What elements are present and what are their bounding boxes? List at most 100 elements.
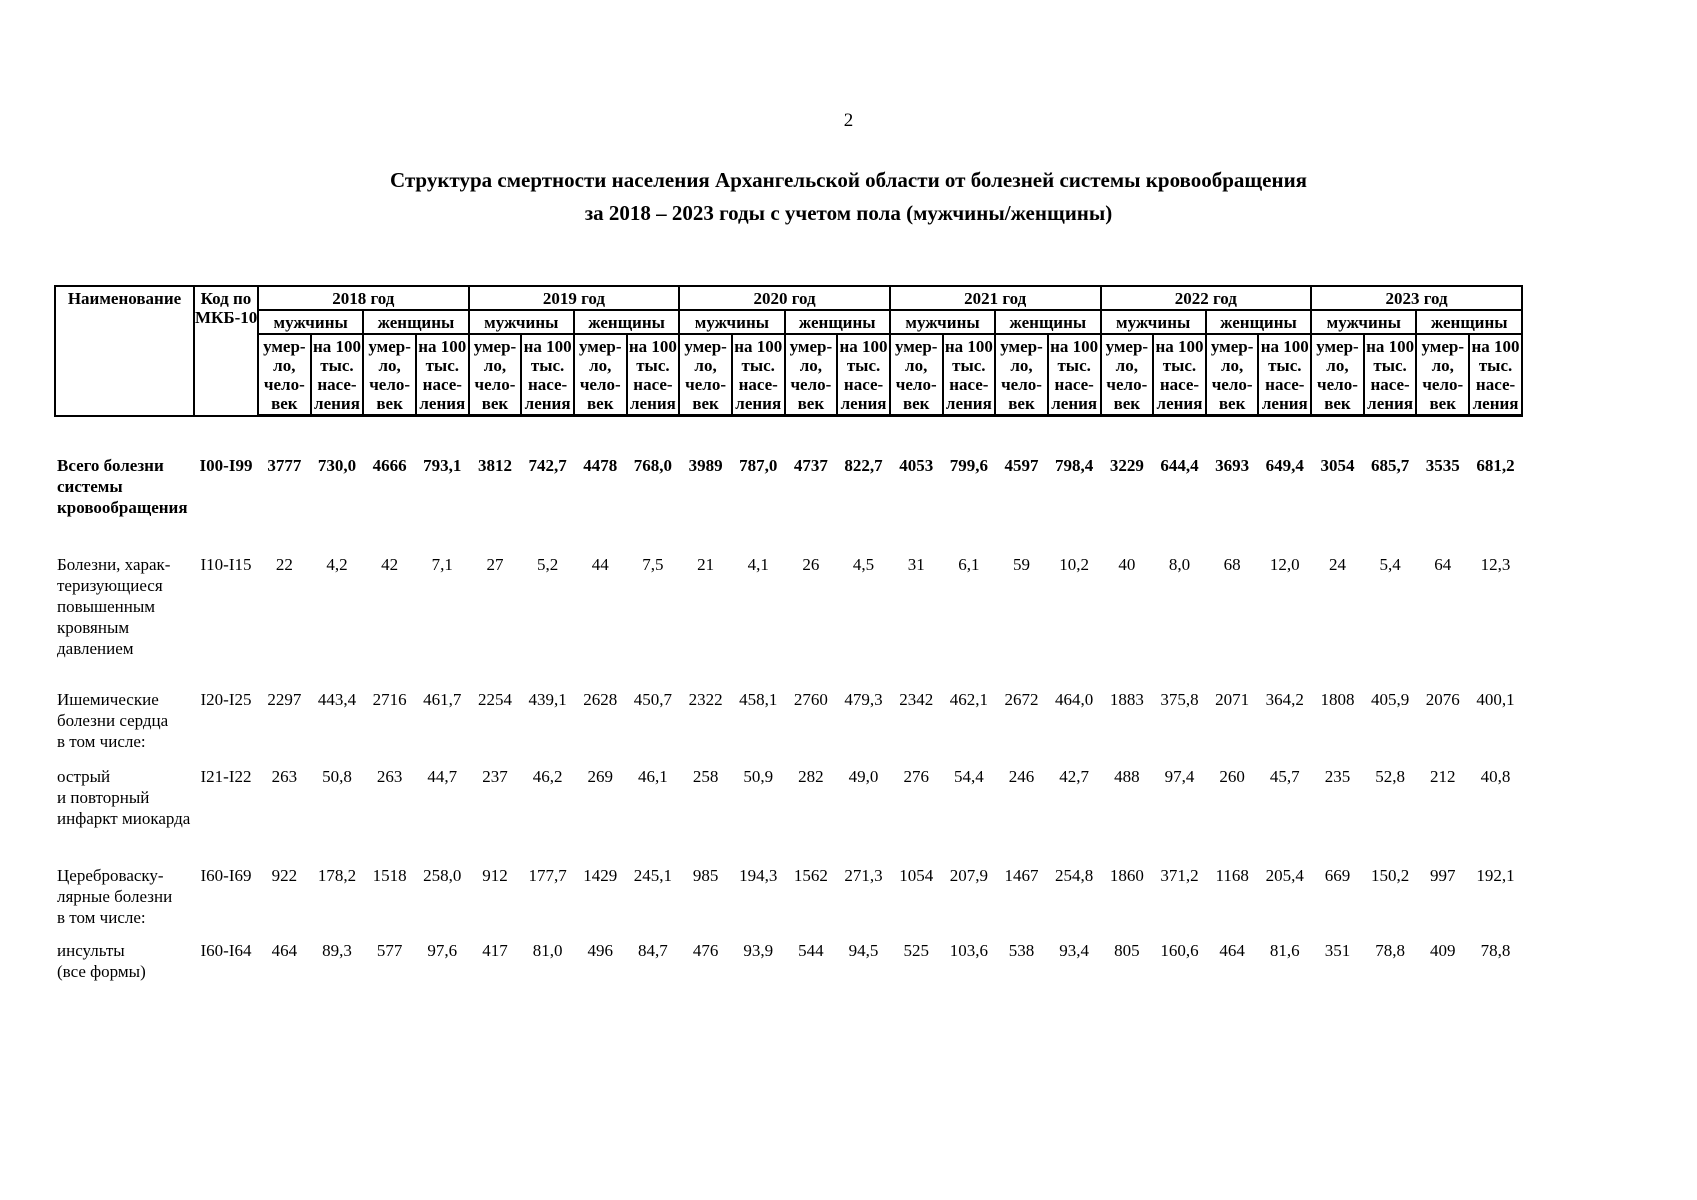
header-metric: на 100 тыс. насе- ления <box>730 333 786 417</box>
header-sex: мужчины <box>1310 309 1418 335</box>
cell-value: 669 <box>1324 865 1351 885</box>
cell-value: 194,3 <box>739 865 778 885</box>
row-name: инсульты (все формы) <box>57 940 146 981</box>
row-code: I00-I99 <box>199 455 253 475</box>
cell-value: 3693 <box>1215 456 1250 475</box>
header-metric: на 100 тыс. насе- ления <box>625 333 681 417</box>
cell-value: 78,8 <box>1375 940 1405 960</box>
page-number: 2 <box>843 110 854 131</box>
header-sex: мужчины <box>467 309 575 335</box>
header-sex: мужчины <box>888 309 997 335</box>
cell-value: 1860 <box>1109 865 1144 885</box>
document-title: Структура смертности населения Архангель… <box>0 164 1697 230</box>
cell-value: 2672 <box>1004 689 1039 709</box>
cell-value: 922 <box>271 865 298 885</box>
cell-value: 81,6 <box>1269 940 1300 960</box>
header-sex: женщины <box>1415 309 1523 335</box>
header-metric: на 100 тыс. насе- ления <box>1046 333 1102 417</box>
cell-value: 12,0 <box>1269 554 1300 574</box>
row-name: Ишемические болезни сердца в том числе: <box>57 689 169 751</box>
cell-value: 3777 <box>267 456 302 475</box>
row-name: Всего болезни системы кровообращения <box>57 455 188 517</box>
cell-value: 6,1 <box>958 554 980 574</box>
cell-value: 3054 <box>1320 456 1355 475</box>
cell-value: 649,4 <box>1265 456 1304 475</box>
cell-value: 5,2 <box>536 554 559 574</box>
cell-value: 2716 <box>372 689 407 709</box>
cell-value: 2071 <box>1215 689 1250 709</box>
cell-value: 10,2 <box>1059 554 1090 574</box>
cell-value: 3989 <box>688 456 723 475</box>
cell-value: 4,1 <box>747 554 769 574</box>
cell-value: 42,7 <box>1059 766 1090 786</box>
cell-value: 464 <box>1219 940 1245 960</box>
header-sex: женщины <box>572 309 681 335</box>
cell-value: 912 <box>482 865 508 885</box>
table-row: острый и повторный инфаркт миокарда I21-I… <box>55 752 1522 829</box>
cell-value: 207,9 <box>949 865 988 885</box>
row-code: I21-I22 <box>200 766 252 786</box>
cell-value: 40,8 <box>1480 766 1511 786</box>
cell-value: 793,1 <box>423 456 462 475</box>
cell-value: 768,0 <box>633 456 673 475</box>
header-metric: умер- ло, чело- век <box>257 333 312 417</box>
table-row: Болезни, харак- теризующиеся повышенным … <box>55 518 1522 659</box>
cell-value: 93,4 <box>1059 940 1090 960</box>
header-metric: умер- ло, чело- век <box>467 333 523 417</box>
header-metric: умер- ло, чело- век <box>362 333 417 417</box>
cell-value: 464 <box>271 940 298 960</box>
cell-value: 12,3 <box>1480 554 1511 574</box>
cell-value: 488 <box>1114 766 1140 786</box>
cell-value: 22 <box>275 554 293 574</box>
cell-value: 2628 <box>583 689 618 709</box>
cell-value: 78,8 <box>1480 940 1511 960</box>
cell-value: 798,4 <box>1055 456 1094 475</box>
header-metric: умер- ло, чело- век <box>572 333 628 417</box>
header-year: 2022 год <box>1099 285 1313 311</box>
cell-value: 1429 <box>583 865 618 885</box>
cell-value: 54,4 <box>953 766 984 786</box>
cell-value: 476 <box>692 940 719 960</box>
cell-value: 3535 <box>1425 456 1460 475</box>
table-row: Ишемические болезни сердца в том числе: I… <box>55 659 1522 752</box>
cell-value: 8,0 <box>1168 554 1191 574</box>
row-code: I20-I25 <box>200 689 252 709</box>
cell-value: 46,2 <box>532 766 563 786</box>
table-body: Всего болезни системы кровообращения I00-… <box>55 416 1522 982</box>
header-metric: умер- ло, чело- век <box>888 333 944 417</box>
cell-value: 538 <box>1008 940 1035 960</box>
cell-value: 276 <box>903 766 929 786</box>
cell-value: 409 <box>1430 940 1456 960</box>
mortality-table: Наименование Код по МКБ-10 2018 год 2019 го… <box>54 285 1523 982</box>
header-sex: женщины <box>362 309 470 335</box>
cell-value: 351 <box>1324 940 1351 960</box>
header-name-label: Наименование <box>54 285 195 417</box>
cell-value: 1467 <box>1004 865 1039 885</box>
cell-value: 263 <box>271 766 298 786</box>
cell-value: 46,1 <box>638 766 668 786</box>
cell-value: 496 <box>587 940 614 960</box>
cell-value: 97,6 <box>427 940 458 960</box>
cell-value: 205,4 <box>1265 865 1304 885</box>
cell-value: 450,7 <box>633 689 673 709</box>
cell-value: 45,7 <box>1269 766 1300 786</box>
header-metric: умер- ло, чело- век <box>678 333 733 417</box>
header-sex: женщины <box>994 309 1102 335</box>
cell-value: 246 <box>1008 766 1035 786</box>
cell-value: 4597 <box>1004 456 1039 475</box>
cell-value: 269 <box>587 766 614 786</box>
cell-value: 577 <box>376 940 403 960</box>
cell-value: 192,1 <box>1476 865 1515 885</box>
cell-value: 2076 <box>1425 689 1460 709</box>
row-name: Болезни, харак- теризующиеся повышенным … <box>57 554 171 658</box>
cell-value: 1883 <box>1109 689 1144 709</box>
cell-value: 1168 <box>1215 865 1249 885</box>
cell-value: 26 <box>802 554 820 574</box>
cell-value: 371,2 <box>1160 865 1199 885</box>
cell-value: 178,2 <box>317 865 357 885</box>
cell-value: 417 <box>482 940 508 960</box>
cell-value: 52,8 <box>1375 766 1405 786</box>
table-row: инсульты (все формы) I60-I64 464 89,3 577 97,… <box>55 928 1522 982</box>
cell-value: 479,3 <box>844 689 883 709</box>
